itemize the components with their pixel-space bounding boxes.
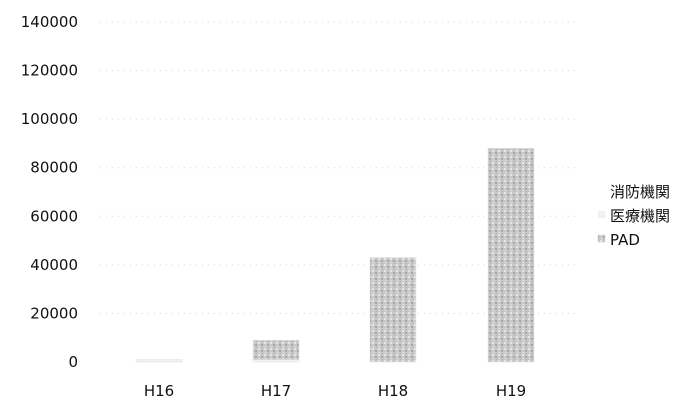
legend-label: 医療機関 — [610, 207, 670, 225]
x-tick-label: H16 — [144, 382, 174, 400]
legend-label: PAD — [610, 231, 640, 249]
bar-H19-3 — [487, 148, 535, 363]
x-tick-label: H18 — [378, 382, 408, 400]
y-tick-label: 100000 — [21, 110, 78, 128]
bars — [135, 148, 535, 363]
y-tick-label: 120000 — [21, 62, 78, 80]
x-tick-label: H19 — [496, 382, 526, 400]
y-tick-label: 40000 — [30, 256, 78, 274]
y-tick-label: 0 — [68, 353, 78, 371]
bar-H18-3 — [369, 257, 417, 363]
bar-H17-3 — [252, 339, 300, 360]
legend-swatch — [598, 211, 605, 218]
legend-swatch — [597, 234, 606, 243]
bar-H16-2 — [135, 359, 183, 363]
x-axis-ticks: H16 H17 H18 H19 — [144, 382, 526, 400]
bar-H17-2 — [252, 359, 300, 363]
y-axis-ticks: 0 20000 40000 60000 80000 100000 120000 140000 — [21, 13, 78, 371]
legend-swatch — [598, 187, 605, 194]
x-tick-label: H17 — [261, 382, 291, 400]
y-tick-label: 20000 — [30, 304, 78, 322]
legend-label: 消防機関 — [610, 183, 670, 201]
y-tick-label: 80000 — [30, 159, 78, 177]
y-tick-label: 140000 — [21, 13, 78, 31]
y-tick-label: 60000 — [30, 207, 78, 225]
